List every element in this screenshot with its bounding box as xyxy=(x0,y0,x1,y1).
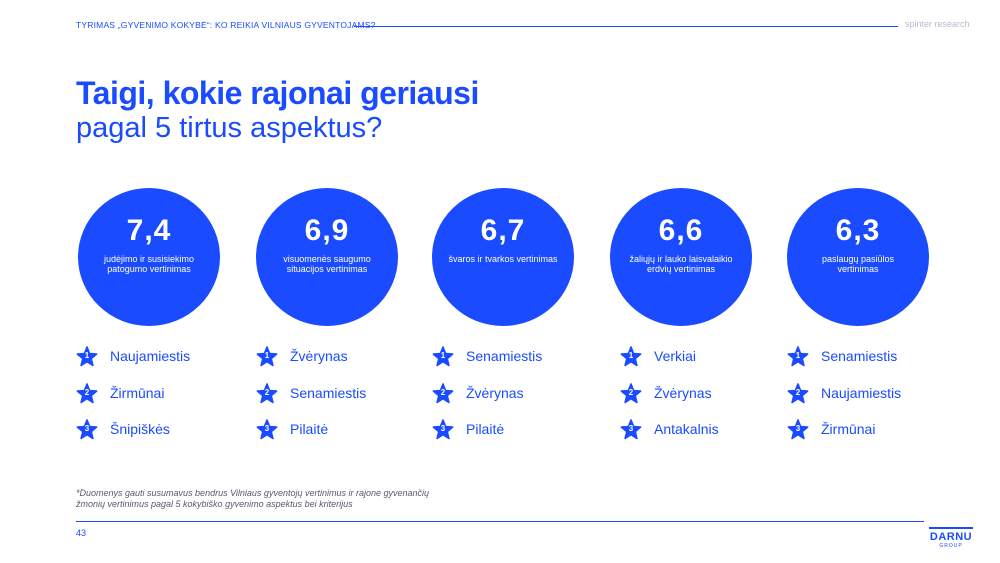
rank-number: 3 xyxy=(440,424,446,433)
star-icon: 3 xyxy=(76,419,98,441)
score-description: paslaugų pasiūlos vertinimas xyxy=(821,254,895,274)
score-description: visuomenės saugumo situacijos vertinimas xyxy=(283,254,371,274)
rank-item: 1 Verkiai xyxy=(620,346,790,372)
star-icon: 1 xyxy=(787,346,809,368)
logo-subtext: GROUP xyxy=(939,543,963,549)
district-name: Verkiai xyxy=(654,348,697,364)
footnote: *Duomenys gauti susumavus bendrus Vilnia… xyxy=(76,488,430,509)
star-icon: 1 xyxy=(256,346,278,368)
district-name: Žvėrynas xyxy=(290,348,348,364)
district-name: Naujamiestis xyxy=(110,348,191,364)
rank-item: 2 Žvėrynas xyxy=(432,383,602,409)
score-circle: 6,6 žaliųjų ir lauko laisvalaikio erdvių… xyxy=(610,188,752,326)
district-name: Senamiestis xyxy=(290,385,367,401)
star-icon: 1 xyxy=(432,346,454,368)
score-value: 6,7 xyxy=(480,214,526,247)
score-value: 6,3 xyxy=(835,214,881,247)
header-brand: spinter research xyxy=(905,19,970,29)
star-icon: 3 xyxy=(256,419,278,441)
star-icon: 1 xyxy=(76,346,98,368)
rank-number: 1 xyxy=(440,351,446,360)
rank-number: 2 xyxy=(440,388,446,397)
rank-item: 3 Šnipiškės xyxy=(76,419,246,445)
rank-item: 2 Žirmūnai xyxy=(76,383,246,409)
footer-divider xyxy=(76,521,924,522)
rank-number: 1 xyxy=(264,351,270,360)
rank-number: 2 xyxy=(84,388,90,397)
score-description: judėjimo ir susisiekimo patogumo vertini… xyxy=(103,254,195,274)
rank-item: 1 Senamiestis xyxy=(432,346,602,372)
rank-number: 1 xyxy=(84,351,90,360)
rank-item: 3 Pilaitė xyxy=(432,419,602,445)
rank-item: 1 Senamiestis xyxy=(787,346,957,372)
score-description: žaliųjų ir lauko laisvalaikio erdvių ver… xyxy=(629,254,733,274)
score-value: 7,4 xyxy=(126,214,172,247)
rank-number: 1 xyxy=(795,351,801,360)
score-value: 6,9 xyxy=(304,214,350,247)
district-name: Senamiestis xyxy=(821,348,898,364)
rank-item: 3 Žirmūnai xyxy=(787,419,957,445)
rank-item: 1 Žvėrynas xyxy=(256,346,426,372)
district-name: Pilaitė xyxy=(466,421,505,437)
rank-item: 2 Žvėrynas xyxy=(620,383,790,409)
score-circle: 6,7 švaros ir tvarkos vertinimas xyxy=(432,188,574,326)
star-icon: 2 xyxy=(432,383,454,405)
star-icon: 2 xyxy=(76,383,98,405)
district-name: Naujamiestis xyxy=(821,385,902,401)
district-name: Pilaitė xyxy=(290,421,329,437)
district-name: Žirmūnai xyxy=(821,421,876,437)
star-icon: 2 xyxy=(787,383,809,405)
rank-number: 1 xyxy=(628,351,634,360)
district-name: Senamiestis xyxy=(466,348,543,364)
page-title: Taigi, kokie rajonai geriausi xyxy=(76,75,479,111)
logo-bar xyxy=(929,527,973,529)
score-circle: 6,9 visuomenės saugumo situacijos vertin… xyxy=(256,188,398,326)
score-value: 6,6 xyxy=(658,214,704,247)
rank-number: 2 xyxy=(795,388,801,397)
star-icon: 3 xyxy=(787,419,809,441)
page-subtitle: pagal 5 tirtus aspektus? xyxy=(76,112,383,144)
star-icon: 3 xyxy=(620,419,642,441)
rank-item: 2 Naujamiestis xyxy=(787,383,957,409)
rank-item: 2 Senamiestis xyxy=(256,383,426,409)
rank-item: 1 Naujamiestis xyxy=(76,346,246,372)
star-icon: 2 xyxy=(256,383,278,405)
rank-number: 3 xyxy=(628,424,634,433)
header-divider xyxy=(354,26,898,27)
district-name: Žirmūnai xyxy=(110,385,165,401)
district-name: Žvėrynas xyxy=(654,385,712,401)
rank-item: 3 Antakalnis xyxy=(620,419,790,445)
rank-number: 2 xyxy=(628,388,634,397)
rank-item: 3 Pilaitė xyxy=(256,419,426,445)
district-name: Šnipiškės xyxy=(110,421,170,437)
rank-number: 3 xyxy=(795,424,801,433)
darnu-logo: DARNU GROUP xyxy=(926,527,976,549)
score-description: švaros ir tvarkos vertinimas xyxy=(448,254,558,264)
score-circle: 6,3 paslaugų pasiūlos vertinimas xyxy=(787,188,929,326)
rank-number: 3 xyxy=(264,424,270,433)
page-number: 43 xyxy=(76,528,87,538)
district-name: Antakalnis xyxy=(654,421,719,437)
score-circle: 7,4 judėjimo ir susisiekimo patogumo ver… xyxy=(78,188,220,326)
district-name: Žvėrynas xyxy=(466,385,524,401)
star-icon: 1 xyxy=(620,346,642,368)
star-icon: 3 xyxy=(432,419,454,441)
header-title: TYRIMAS „GYVENIMO KOKYBĖ“: KO REIKIA VIL… xyxy=(76,20,376,30)
rank-number: 3 xyxy=(84,424,90,433)
rank-number: 2 xyxy=(264,388,270,397)
logo-wordmark: DARNU xyxy=(929,531,973,543)
star-icon: 2 xyxy=(620,383,642,405)
